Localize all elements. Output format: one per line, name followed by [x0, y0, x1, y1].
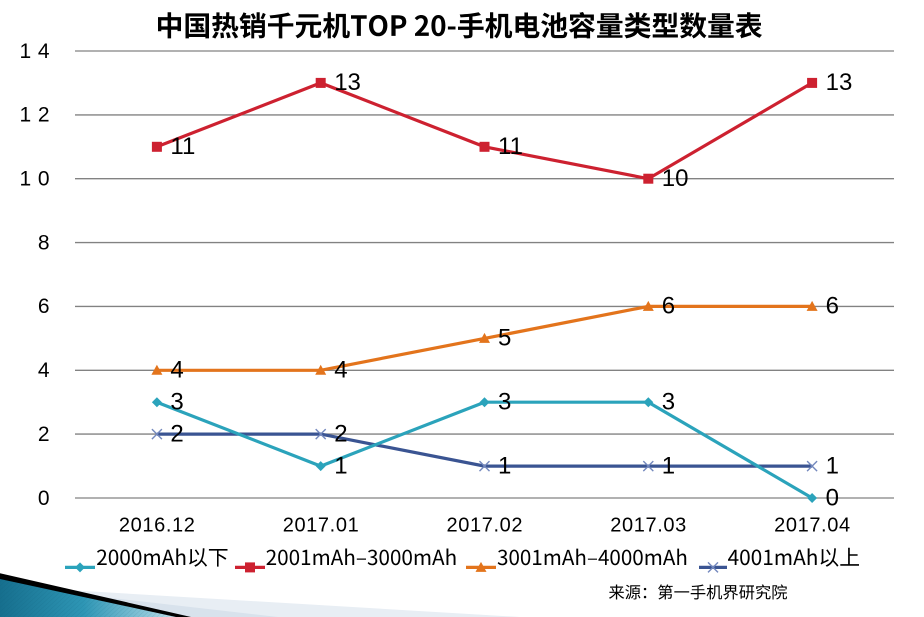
svg-text:1: 1	[826, 452, 839, 479]
svg-text:5: 5	[498, 325, 511, 352]
svg-text:10: 10	[662, 165, 689, 192]
svg-text:0: 0	[38, 487, 50, 510]
svg-text:4: 4	[334, 357, 347, 384]
svg-text:6: 6	[662, 293, 675, 320]
svg-text:13: 13	[826, 69, 853, 96]
svg-text:0: 0	[826, 484, 839, 511]
svg-text:1: 1	[498, 452, 511, 479]
svg-text:2017.02: 2017.02	[447, 515, 523, 537]
svg-text:2017.01: 2017.01	[283, 515, 359, 537]
svg-text:3: 3	[662, 389, 675, 416]
svg-text:2: 2	[170, 420, 183, 447]
svg-text:11: 11	[498, 133, 523, 160]
svg-text:1: 1	[662, 452, 675, 479]
svg-text:13: 13	[334, 69, 361, 96]
svg-text:2016.12: 2016.12	[119, 515, 195, 537]
svg-text:2: 2	[38, 423, 50, 446]
svg-text:6: 6	[38, 295, 50, 318]
svg-text:2017.04: 2017.04	[774, 515, 850, 537]
svg-text:6: 6	[826, 293, 839, 320]
svg-text:3: 3	[498, 389, 511, 416]
svg-text:2: 2	[334, 420, 347, 447]
svg-text:1: 1	[334, 452, 347, 479]
svg-text:4: 4	[38, 359, 50, 382]
svg-text:8: 8	[38, 231, 50, 254]
svg-text:3: 3	[170, 389, 183, 416]
svg-text:2017.03: 2017.03	[610, 515, 686, 537]
svg-text:11: 11	[170, 133, 195, 160]
svg-text:4: 4	[170, 357, 183, 384]
